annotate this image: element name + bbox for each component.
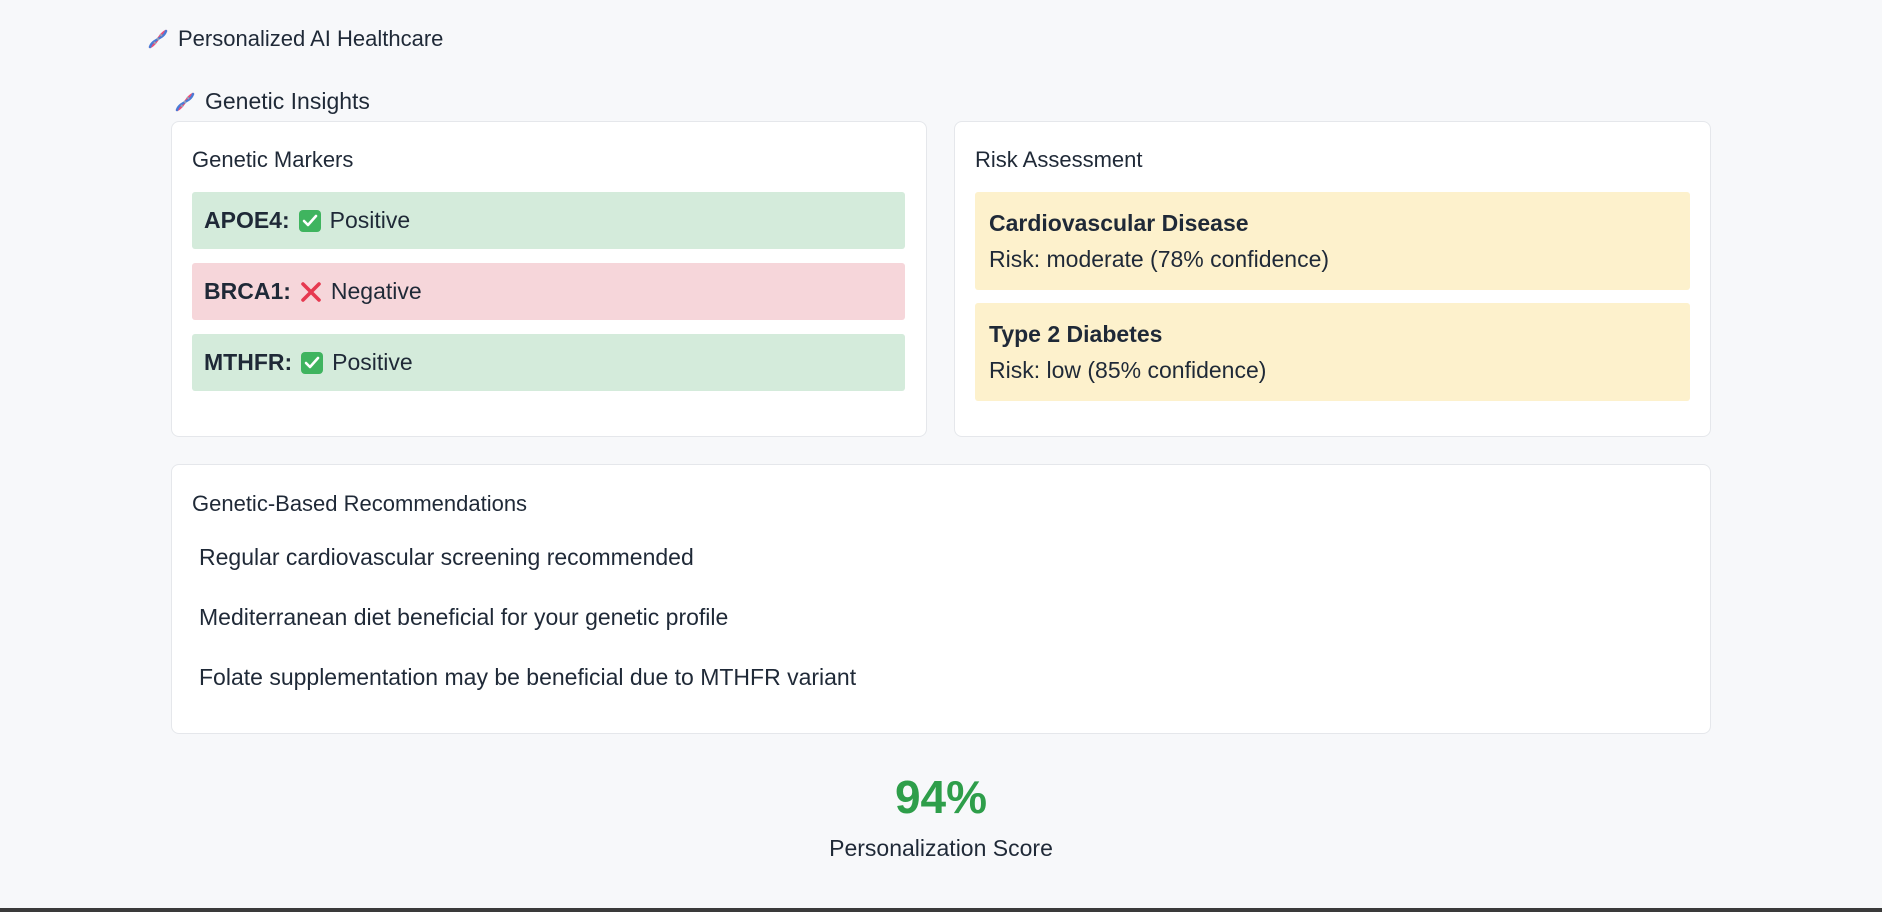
personalization-score-label: Personalization Score — [829, 835, 1053, 861]
personalization-score-value: 94% — [894, 771, 988, 823]
risk-assessment-card: Risk Assessment Cardiovascular Disease R… — [954, 121, 1711, 437]
bottom-bar — [0, 908, 1882, 912]
check-box-icon — [301, 351, 324, 374]
recommendation-item: Folate supplementation may be beneficial… — [199, 664, 857, 690]
marker-status: Positive — [329, 207, 411, 233]
risk-name: Cardiovascular Disease — [989, 210, 1249, 236]
risk-assessment-title: Risk Assessment — [975, 147, 1143, 172]
risk-detail: Risk: low (85% confidence) — [989, 357, 1267, 383]
dna-icon — [148, 29, 168, 49]
genetic-markers-card: Genetic Markers APOE4: Positive BRCA1: N… — [171, 121, 927, 437]
cross-mark-icon — [301, 281, 321, 302]
recommendation-item: Regular cardiovascular screening recomme… — [199, 544, 694, 570]
marker-name: MTHFR: — [204, 349, 293, 375]
marker-name: APOE4: — [204, 207, 290, 233]
section-title: Genetic Insights — [205, 88, 370, 114]
section-header: Genetic Insights — [173, 88, 370, 115]
left-strip — [0, 0, 142, 908]
risk-row-diabetes: Type 2 Diabetes Risk: low (85% confidenc… — [975, 303, 1690, 401]
marker-row-mthfr: MTHFR: Positive — [192, 334, 905, 391]
risk-detail: Risk: moderate (78% confidence) — [989, 246, 1330, 272]
dna-icon — [175, 92, 195, 111]
marker-row-apoe4: APOE4: Positive — [192, 192, 905, 249]
marker-name: BRCA1: — [204, 278, 291, 304]
marker-status: Positive — [332, 349, 413, 375]
recommendations-title: Genetic-Based Recommendations — [192, 491, 528, 516]
app-title: Personalized AI Healthcare — [178, 26, 444, 51]
marker-status: Negative — [330, 278, 422, 304]
app-header: Personalized AI Healthcare — [146, 26, 443, 52]
check-box-icon — [298, 209, 321, 232]
marker-row-brca1: BRCA1: Negative — [192, 263, 905, 320]
risk-row-cardiovascular: Cardiovascular Disease Risk: moderate (7… — [975, 192, 1690, 290]
risk-name: Type 2 Diabetes — [989, 321, 1163, 347]
genetic-markers-title: Genetic Markers — [192, 147, 354, 172]
recommendation-item: Mediterranean diet beneficial for your g… — [199, 604, 729, 630]
recommendations-card: Genetic-Based Recommendations Regular ca… — [171, 464, 1711, 734]
